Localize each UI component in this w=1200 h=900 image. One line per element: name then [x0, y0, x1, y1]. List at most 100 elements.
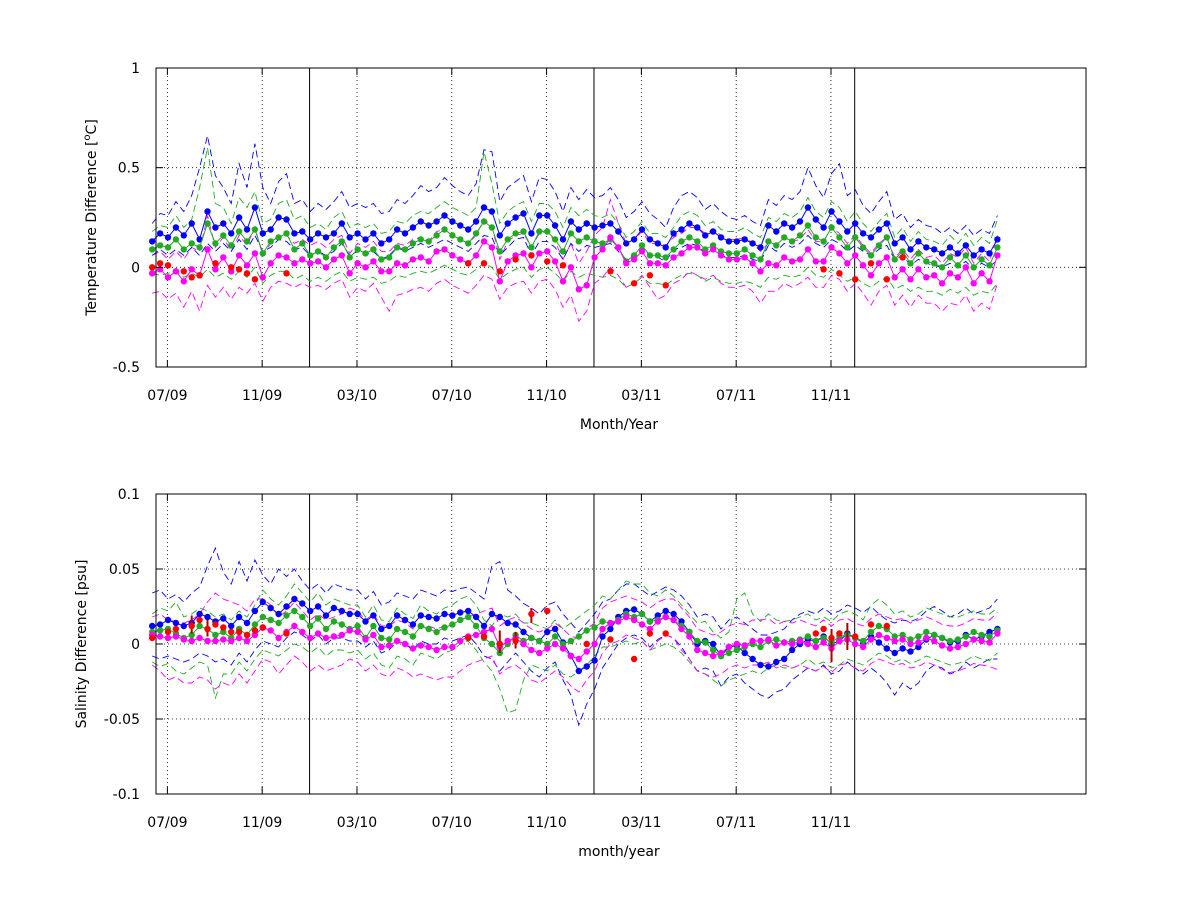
y-tick-label: -0.5: [113, 360, 140, 376]
green-dashed-series-line: [151, 147, 998, 247]
blue-data-point: [820, 224, 827, 231]
magenta-data-point: [172, 633, 180, 640]
magenta-data-point: [686, 244, 693, 251]
magenta-data-point: [409, 256, 417, 263]
temperature-x-axis-label: Month/Year: [580, 417, 658, 433]
red-data-point: [899, 254, 906, 261]
blue-data-point: [251, 607, 259, 615]
blue-data-point: [504, 619, 511, 627]
magenta-data-point: [354, 260, 361, 267]
blue-data-point: [891, 649, 898, 657]
magenta-data-point: [757, 637, 764, 645]
green-data-point: [733, 646, 740, 654]
green-data-point: [488, 224, 496, 231]
green-data-point: [441, 226, 448, 233]
magenta-data-point: [314, 258, 322, 265]
green-data-point: [330, 618, 338, 625]
green-data-point: [425, 238, 432, 245]
blue-data-point: [378, 240, 385, 247]
green-data-point: [583, 234, 590, 241]
magenta-data-point: [156, 633, 164, 640]
green-data-point: [678, 238, 685, 245]
temperature-year-lines: [309, 68, 856, 367]
red-data-point: [212, 621, 219, 628]
magenta-data-point: [749, 260, 756, 267]
green-data-point: [938, 264, 946, 271]
magenta-data-point: [859, 262, 867, 269]
blue-data-point: [307, 236, 314, 243]
blue-data-point: [670, 230, 677, 237]
blue-data-point: [986, 628, 993, 636]
green-data-point: [314, 615, 322, 622]
blue-data-point: [354, 610, 361, 618]
blue-data-point: [836, 218, 843, 225]
magenta-data-point: [235, 252, 243, 259]
magenta-data-point: [299, 628, 306, 636]
magenta-data-point: [504, 258, 511, 265]
magenta-data-point: [378, 643, 385, 651]
red-data-point: [812, 630, 819, 637]
magenta-data-point: [938, 642, 946, 649]
blue-data-point: [378, 625, 385, 633]
blue-data-point: [299, 228, 306, 235]
red-data-point: [836, 630, 843, 637]
green-data-point: [867, 628, 875, 636]
magenta-data-point: [409, 645, 417, 652]
green-data-point: [338, 238, 345, 245]
green-data-point: [164, 244, 172, 251]
blue-data-point: [899, 234, 906, 241]
blue-data-point: [259, 598, 266, 606]
green-data-point: [694, 238, 701, 245]
green-data-point: [946, 254, 954, 261]
magenta-data-point: [536, 250, 543, 257]
blue-data-point: [267, 226, 274, 233]
blue-data-point: [875, 226, 883, 233]
blue-data-point: [180, 232, 187, 239]
red-data-point: [196, 272, 203, 279]
green-data-point: [962, 633, 969, 640]
green-data-point: [449, 621, 456, 628]
red-data-point: [188, 274, 195, 281]
blue-data-point: [283, 216, 290, 223]
green-data-point: [235, 228, 243, 235]
blue-data-point: [678, 226, 685, 233]
magenta-data-point: [520, 640, 527, 648]
magenta-data-point: [496, 278, 503, 285]
blue-data-point: [164, 616, 172, 624]
magenta-data-point: [307, 260, 314, 267]
green-data-point: [156, 242, 164, 249]
magenta-data-point: [852, 640, 859, 648]
red-data-point: [212, 260, 219, 267]
green-data-point: [804, 633, 812, 640]
blue-data-point: [338, 220, 345, 227]
blue-data-point: [717, 234, 725, 241]
magenta-data-point: [235, 634, 243, 642]
green-data-point: [891, 633, 898, 640]
magenta-data-point: [275, 634, 282, 642]
x-tick-label: 07/10: [432, 815, 472, 831]
magenta-data-point: [259, 274, 266, 281]
blue-data-point: [149, 238, 156, 245]
blue-data-point: [164, 234, 172, 241]
magenta-data-point: [836, 637, 843, 645]
magenta-data-point: [172, 268, 180, 275]
magenta-data-point: [978, 270, 985, 277]
green-data-point: [938, 634, 946, 642]
blue-data-point: [512, 621, 519, 628]
green-data-point: [899, 248, 906, 255]
green-data-point: [362, 250, 369, 257]
green-data-point: [496, 248, 503, 255]
blue-data-point: [757, 661, 764, 669]
blue-data-point: [575, 667, 582, 675]
blue-data-point: [654, 612, 661, 619]
magenta-data-point: [441, 246, 448, 253]
green-data-point: [741, 246, 748, 253]
green-data-point: [891, 256, 898, 263]
blue-data-point: [907, 246, 914, 253]
magenta-data-point: [401, 640, 409, 648]
magenta-data-point: [757, 268, 764, 275]
blue-data-point: [354, 230, 361, 237]
green-data-point: [425, 625, 432, 633]
green-data-point: [804, 222, 812, 229]
